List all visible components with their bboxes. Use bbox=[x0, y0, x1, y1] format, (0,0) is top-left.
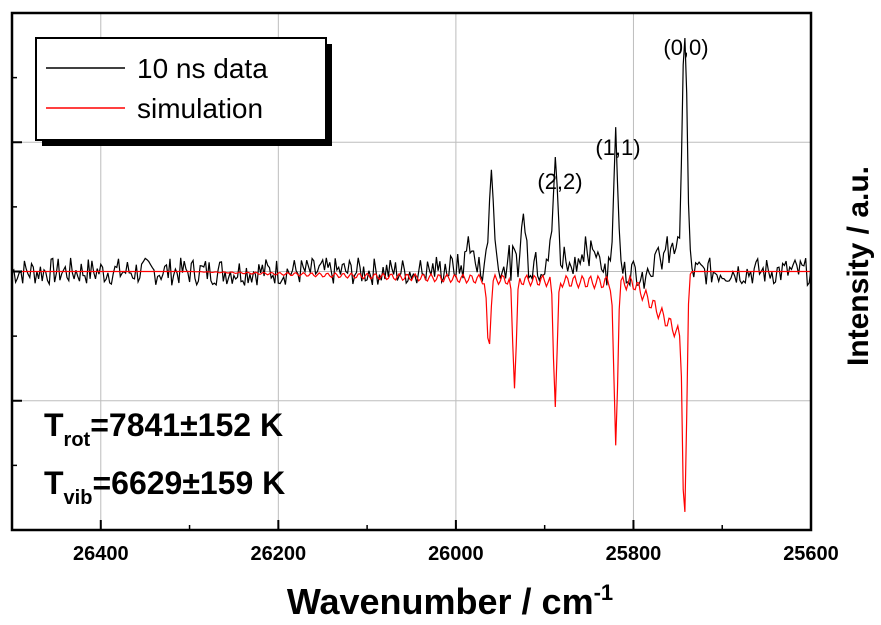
x-tick-label: 25600 bbox=[783, 543, 839, 565]
x-tick-label: 26200 bbox=[251, 543, 307, 565]
t-vib-label: Tvib=6629±159 K bbox=[44, 465, 285, 509]
series-line-data bbox=[11, 37, 812, 289]
axis-ticks: 26400 26200 26000 25800 25600 bbox=[11, 12, 839, 565]
peak-label-1-1: (1,1) bbox=[595, 135, 640, 160]
svg-text:(0,0): (0,0) bbox=[663, 35, 708, 60]
peak-label-2-2: (2,2) bbox=[537, 169, 582, 194]
peak-label-0-0: (0,0) bbox=[663, 35, 708, 60]
series-line-simulation bbox=[12, 270, 811, 512]
x-axis-title: Wavenumber / cm-1 bbox=[287, 580, 613, 622]
legend: 10 ns data simulation bbox=[35, 37, 332, 146]
legend-label-simulation: simulation bbox=[137, 93, 263, 124]
x-tick-label: 26400 bbox=[73, 543, 129, 565]
y-axis-title: Intensity / a.u. bbox=[842, 166, 875, 366]
svg-text:(2,2): (2,2) bbox=[537, 169, 582, 194]
x-axis-title-superscript: -1 bbox=[594, 580, 614, 605]
x-tick-label: 26000 bbox=[428, 543, 484, 565]
svg-text:(1,1): (1,1) bbox=[595, 135, 640, 160]
legend-box bbox=[35, 37, 327, 141]
legend-label-data: 10 ns data bbox=[137, 53, 268, 84]
x-tick-label: 25800 bbox=[606, 543, 662, 565]
series-lines bbox=[11, 37, 812, 512]
t-rot-label: Trot=7841±152 K bbox=[44, 407, 283, 451]
